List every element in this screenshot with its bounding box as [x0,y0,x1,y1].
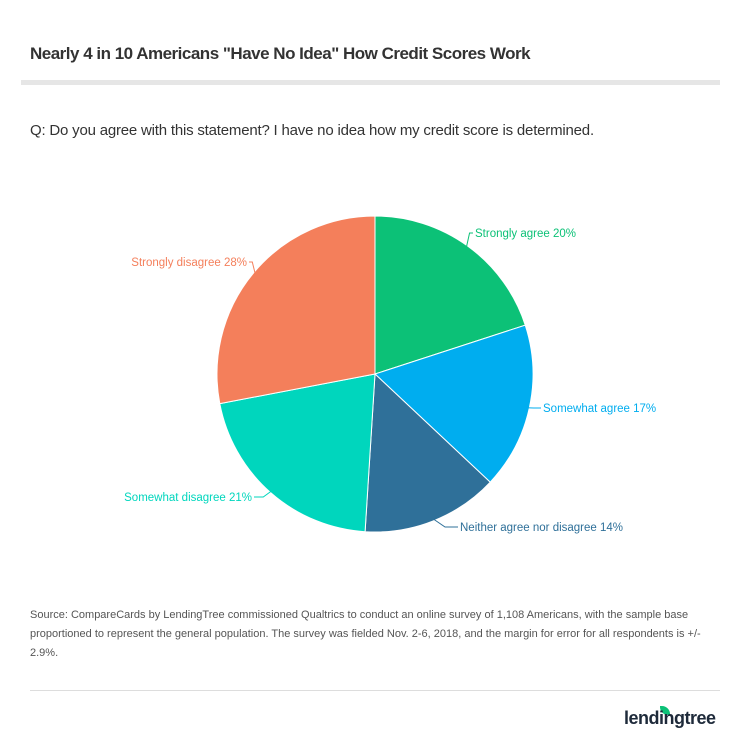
title-divider [21,80,720,85]
slice-label: Somewhat agree 17% [543,403,656,415]
slice-label: Strongly agree 20% [475,228,576,240]
leader-line [465,232,473,249]
lendingtree-logo: lendingtree [624,708,716,728]
pie-slice [216,215,376,405]
pie-slice [364,372,491,533]
footer-divider [30,690,720,691]
slice-label: Strongly disagree 28% [131,257,247,269]
leader-line [249,261,257,276]
leader-line [254,489,273,498]
chart-title: Nearly 4 in 10 Americans "Have No Idea" … [30,44,531,63]
pie-chart: Strongly agree 20% Somewhat agree 17% Neit… [124,215,656,534]
pie-slice [374,324,534,483]
source-note: Source: CompareCards by LendingTree comm… [30,609,701,659]
survey-question: Q: Do you agree with this statement? I h… [30,122,594,139]
logo-leaf-icon [660,706,670,715]
leader-line [431,517,458,528]
slice-label: Somewhat disagree 21% [124,492,252,504]
slice-label: Neither agree nor disagree 14% [460,522,623,534]
pie-slice [219,373,376,533]
pie-slice [374,215,526,375]
